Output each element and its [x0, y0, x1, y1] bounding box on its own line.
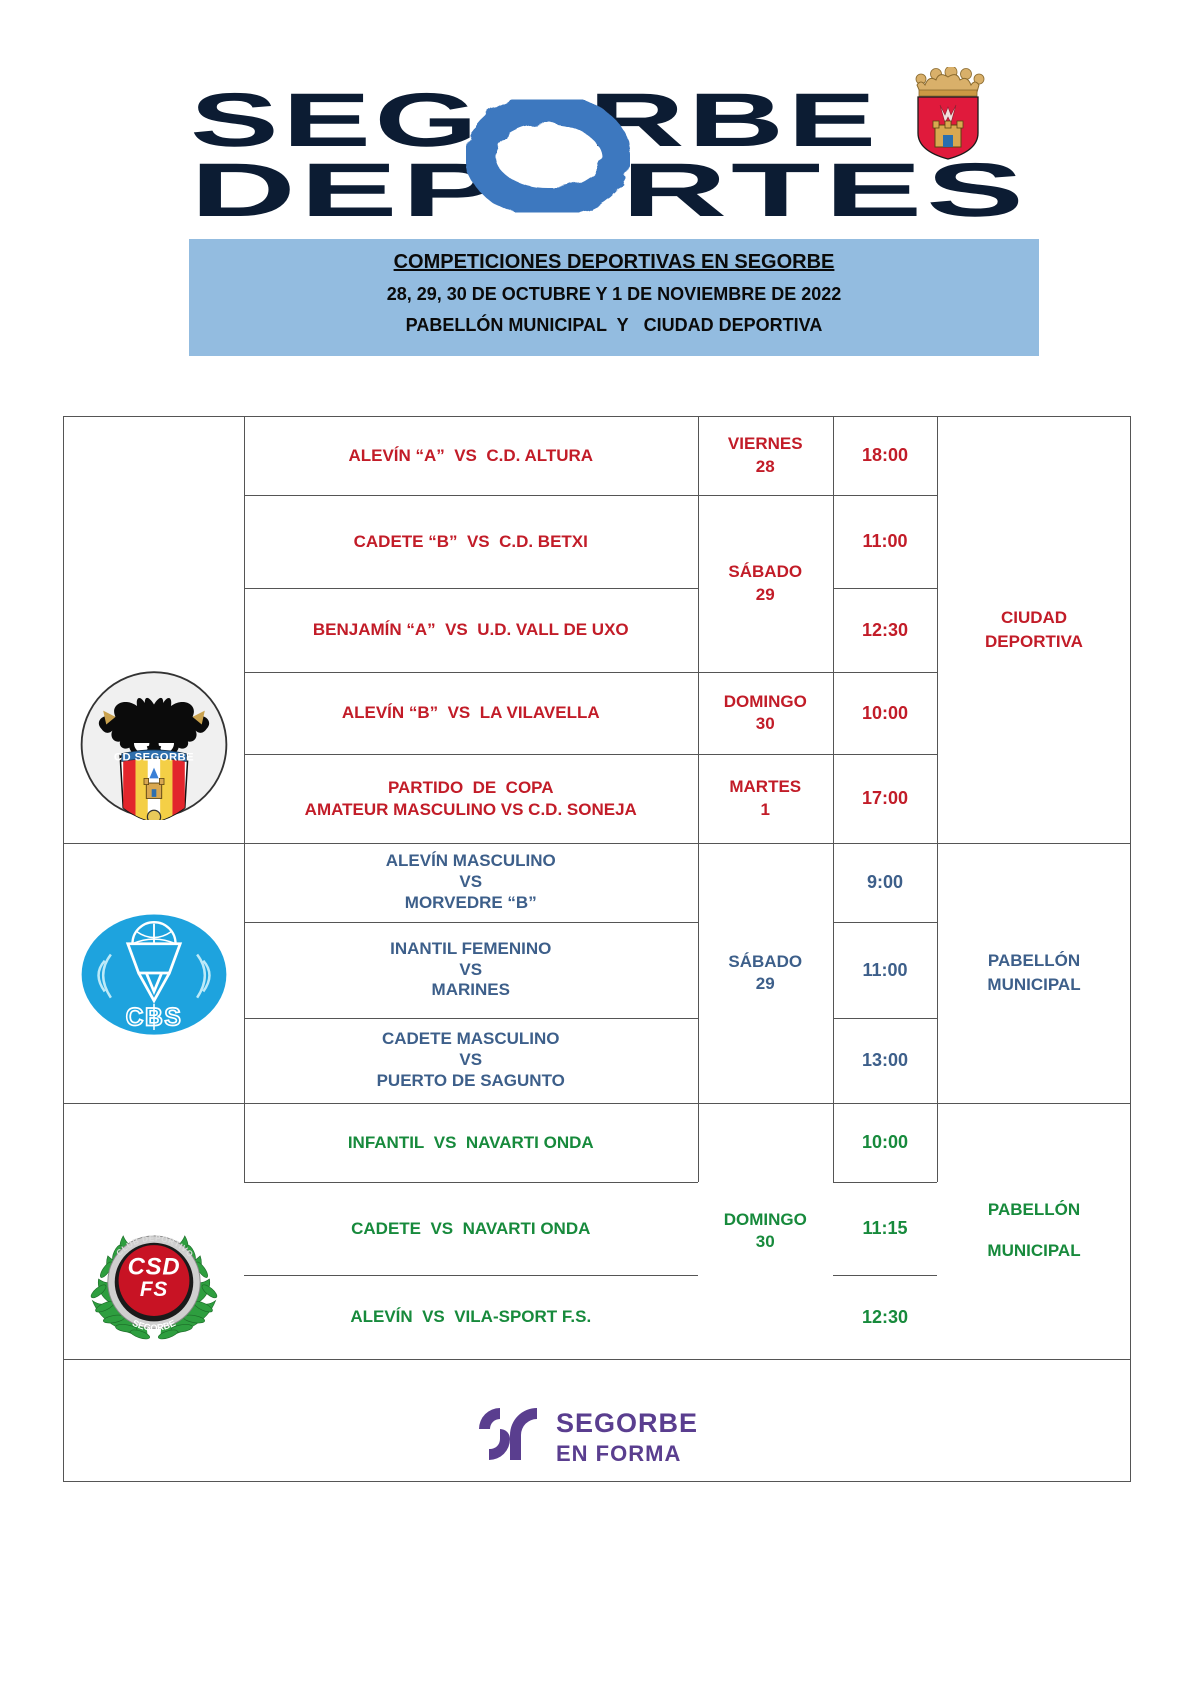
- svg-text:EN FORMA: EN FORMA: [556, 1441, 681, 1466]
- svg-text:CSD: CSD: [128, 1253, 181, 1280]
- svg-text:SEGORBE: SEGORBE: [556, 1408, 698, 1438]
- svg-text:FS: FS: [140, 1278, 168, 1301]
- svg-text:CD SEGORBE: CD SEGORBE: [114, 752, 194, 764]
